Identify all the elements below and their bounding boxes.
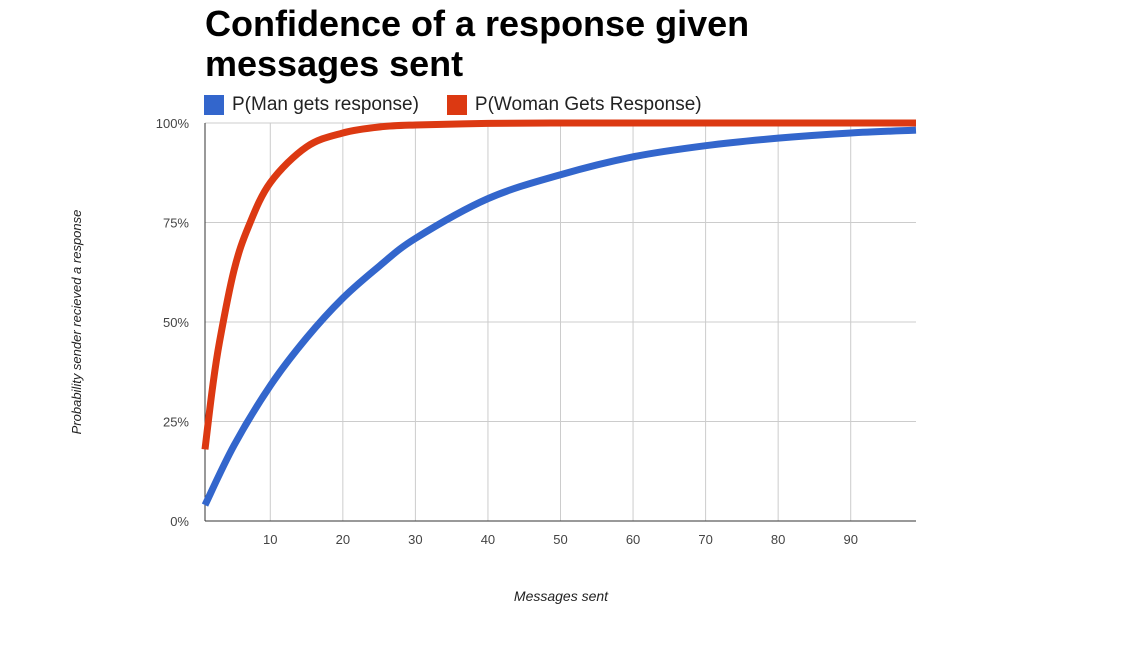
legend-label-man: P(Man gets response) bbox=[232, 94, 419, 115]
y-axis-title: Probability sender recieved a response bbox=[69, 210, 84, 435]
x-tick-label: 30 bbox=[408, 532, 422, 547]
legend: P(Man gets response) P(Woman Gets Respon… bbox=[204, 94, 730, 116]
x-axis-title: Messages sent bbox=[514, 588, 609, 604]
legend-swatch-man bbox=[204, 95, 224, 115]
x-tick-label: 60 bbox=[626, 532, 640, 547]
y-tick-label: 75% bbox=[163, 216, 189, 231]
y-tick-label: 0% bbox=[170, 514, 189, 529]
x-tick-label: 70 bbox=[698, 532, 712, 547]
legend-swatch-woman bbox=[446, 95, 467, 115]
x-tick-label: 40 bbox=[481, 532, 495, 547]
x-tick-label: 90 bbox=[843, 532, 857, 547]
legend-label-woman: P(Woman Gets Response) bbox=[474, 94, 702, 115]
x-tick-label: 10 bbox=[263, 532, 277, 547]
y-tick-label: 50% bbox=[163, 315, 189, 330]
y-tick-label: 25% bbox=[163, 415, 189, 430]
series-line-woman bbox=[201, 119, 916, 450]
chart-title: Confidence of a response given messages … bbox=[205, 3, 750, 84]
legend-item-woman[interactable]: P(Woman Gets Response) bbox=[446, 94, 702, 116]
x-tick-label: 20 bbox=[336, 532, 350, 547]
x-tick-label: 50 bbox=[553, 532, 567, 547]
series-line-man bbox=[201, 126, 917, 507]
y-tick-label: 100% bbox=[156, 116, 190, 131]
legend-item-man[interactable]: P(Man gets response) bbox=[204, 94, 419, 116]
x-tick-label: 80 bbox=[771, 532, 785, 547]
